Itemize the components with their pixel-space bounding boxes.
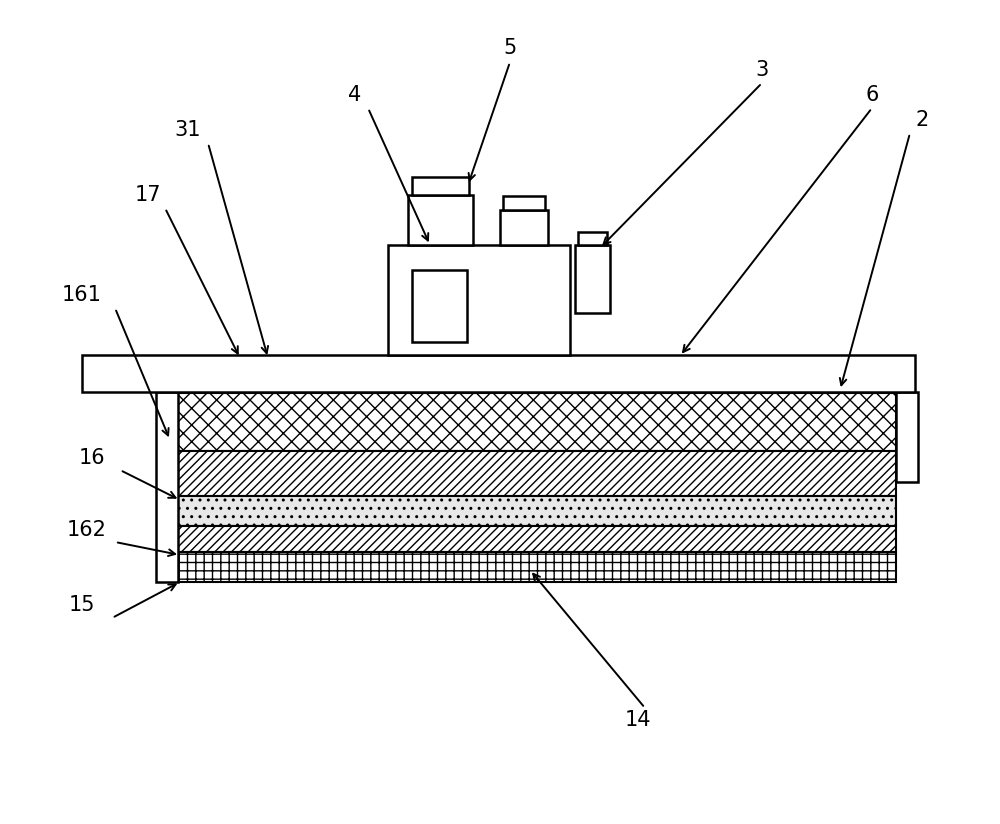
Text: 4: 4 [348, 85, 362, 105]
Text: 3: 3 [755, 60, 769, 80]
Text: 17: 17 [135, 185, 161, 205]
Text: 161: 161 [62, 285, 102, 305]
Bar [156, 392, 178, 582]
Text: 16: 16 [79, 448, 105, 468]
Bar [412, 270, 467, 342]
Bar [388, 245, 570, 355]
Bar [178, 552, 896, 582]
Bar [575, 245, 610, 313]
Text: 5: 5 [503, 38, 517, 58]
Bar [578, 232, 607, 245]
Bar [412, 177, 469, 195]
Bar [500, 210, 548, 245]
Bar [178, 496, 896, 526]
Bar [503, 196, 545, 210]
Text: 162: 162 [67, 520, 107, 540]
Bar [178, 526, 896, 552]
Text: 2: 2 [915, 110, 929, 130]
Bar [408, 195, 473, 245]
Text: 31: 31 [175, 120, 201, 140]
Text: 6: 6 [865, 85, 879, 105]
Bar [178, 393, 896, 451]
Bar [82, 355, 915, 392]
Text: 14: 14 [625, 710, 651, 730]
Bar [896, 392, 918, 482]
Text: 15: 15 [69, 595, 95, 615]
Bar [178, 451, 896, 496]
